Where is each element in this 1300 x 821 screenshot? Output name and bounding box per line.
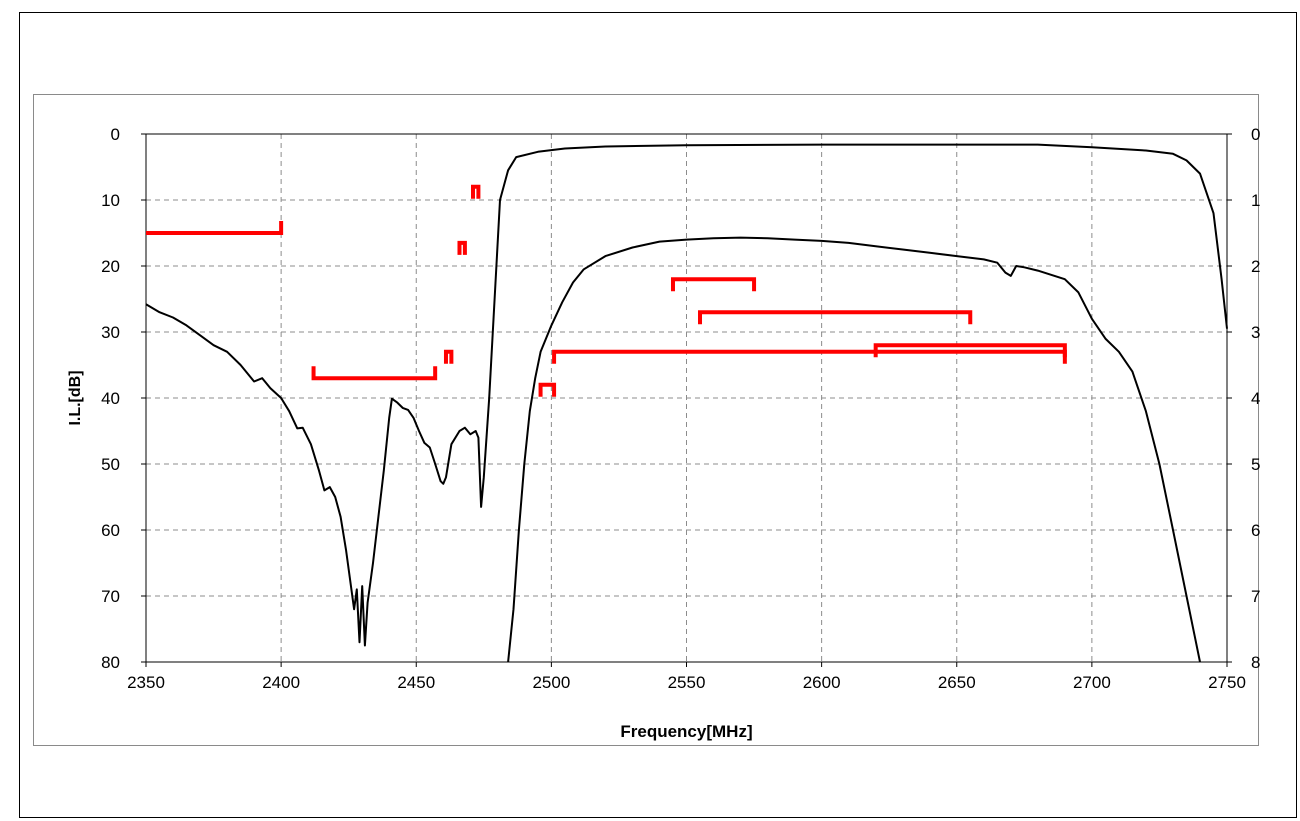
- spec-mask-10: [873, 343, 1067, 358]
- y-tick-label: 20: [101, 257, 120, 276]
- spec-mask-5: [471, 184, 481, 199]
- spec-mask-3: [443, 349, 454, 364]
- y2-tick-label: 3: [1251, 323, 1260, 342]
- series-layer: [145, 143, 1228, 663]
- y2-tick-label: 1: [1251, 191, 1260, 210]
- y-tick-label: 70: [101, 587, 120, 606]
- y-tick-label: 0: [111, 125, 120, 144]
- x-axis-title: Frequency[MHz]: [620, 722, 752, 741]
- y2-tick-label: 7: [1251, 587, 1260, 606]
- spec-mask-4: [457, 240, 467, 255]
- y-tick-label: 10: [101, 191, 120, 210]
- series-line-1: [145, 143, 1228, 647]
- spec-mask-7: [552, 349, 1067, 364]
- y-tick-label: 80: [101, 653, 120, 672]
- x-tick-label: 2650: [938, 673, 976, 692]
- y-tick-label: 30: [101, 323, 120, 342]
- y2-tick-label: 8: [1251, 653, 1260, 672]
- y2-tick-label: 4: [1251, 389, 1260, 408]
- y2-tick-label: 0: [1251, 125, 1260, 144]
- y-tick-label: 60: [101, 521, 120, 540]
- x-tick-label: 2600: [803, 673, 841, 692]
- x-tick-label: 2400: [262, 673, 300, 692]
- y2-tick-label: 2: [1251, 257, 1260, 276]
- y2-tick-label: 5: [1251, 455, 1260, 474]
- tick-layer: 2350 2400 2450 2500 2550 2600 2650 2700 27500102…: [101, 125, 1260, 692]
- x-tick-label: 2750: [1208, 673, 1246, 692]
- y-axis-title: I.L.[dB]: [67, 370, 84, 425]
- x-tick-label: 2450: [397, 673, 435, 692]
- x-tick-label: 2500: [532, 673, 570, 692]
- mask-layer: [146, 184, 1067, 397]
- spec-mask-8: [670, 277, 757, 292]
- x-tick-label: 2350: [127, 673, 165, 692]
- x-tick-label: 2550: [668, 673, 706, 692]
- spec-mask-9: [698, 310, 973, 325]
- grid-layer: [146, 134, 1227, 662]
- spec-mask-1: [146, 221, 284, 235]
- x-tick-label: 2700: [1073, 673, 1111, 692]
- series-line-2: [507, 236, 1201, 663]
- y-tick-label: 50: [101, 455, 120, 474]
- y2-tick-label: 6: [1251, 521, 1260, 540]
- spec-mask-6: [538, 382, 557, 397]
- chart-area: [33, 94, 1259, 746]
- spec-mask-2: [311, 366, 438, 381]
- y-tick-label: 40: [101, 389, 120, 408]
